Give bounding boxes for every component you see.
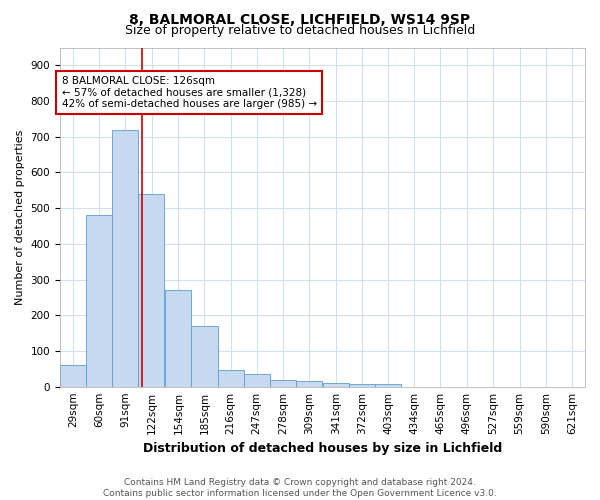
Bar bbox=[138, 194, 164, 386]
Bar bbox=[270, 380, 296, 386]
Bar bbox=[296, 382, 322, 386]
Text: Size of property relative to detached houses in Lichfield: Size of property relative to detached ho… bbox=[125, 24, 475, 37]
Bar bbox=[86, 216, 112, 386]
Bar bbox=[165, 290, 191, 386]
Bar bbox=[323, 383, 349, 386]
Bar bbox=[218, 370, 244, 386]
Bar bbox=[112, 130, 138, 386]
Text: 8, BALMORAL CLOSE, LICHFIELD, WS14 9SP: 8, BALMORAL CLOSE, LICHFIELD, WS14 9SP bbox=[130, 12, 470, 26]
Text: 8 BALMORAL CLOSE: 126sqm
← 57% of detached houses are smaller (1,328)
42% of sem: 8 BALMORAL CLOSE: 126sqm ← 57% of detach… bbox=[62, 76, 317, 110]
Text: Contains HM Land Registry data © Crown copyright and database right 2024.
Contai: Contains HM Land Registry data © Crown c… bbox=[103, 478, 497, 498]
Bar bbox=[191, 326, 218, 386]
Bar bbox=[244, 374, 270, 386]
Bar bbox=[60, 366, 86, 386]
Bar bbox=[375, 384, 401, 386]
X-axis label: Distribution of detached houses by size in Lichfield: Distribution of detached houses by size … bbox=[143, 442, 502, 455]
Y-axis label: Number of detached properties: Number of detached properties bbox=[15, 130, 25, 305]
Bar bbox=[349, 384, 375, 386]
